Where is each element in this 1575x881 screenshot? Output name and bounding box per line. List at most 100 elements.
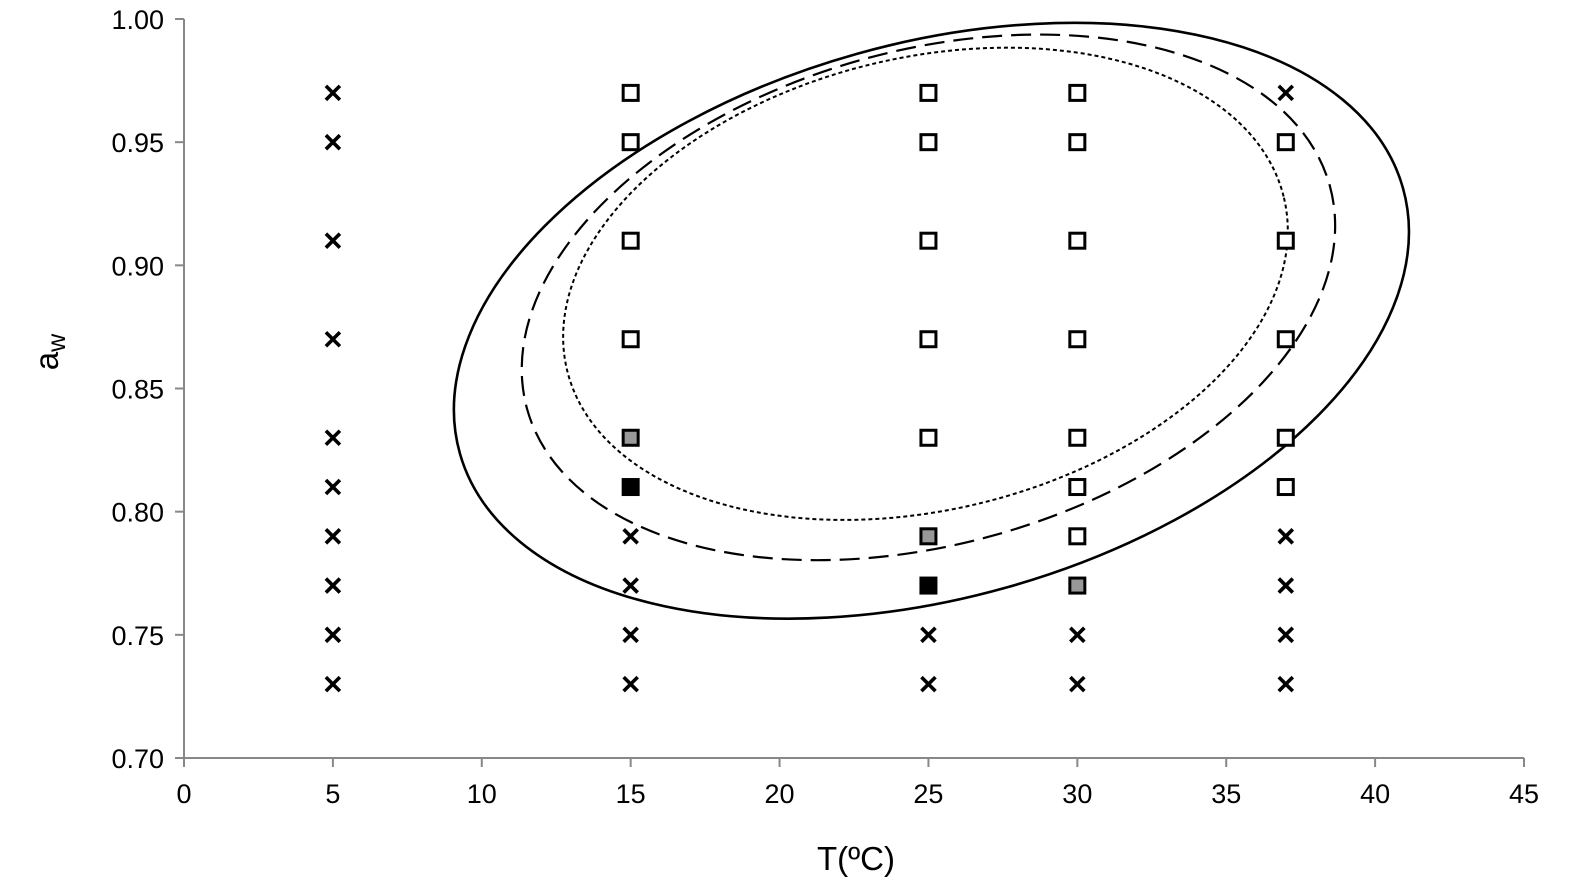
cross-marker <box>324 84 342 102</box>
y-tick-label: 1.00 <box>111 5 164 35</box>
cross-stroke <box>1277 675 1295 693</box>
cross-stroke <box>1069 626 1086 644</box>
cross-marker <box>1069 626 1086 644</box>
filled-square-marker <box>919 576 938 595</box>
open-square-marker <box>1068 231 1087 250</box>
cross-stroke <box>920 626 937 644</box>
y-tick-label: 0.75 <box>111 621 164 651</box>
open-square-marker <box>919 428 938 447</box>
cross-marker <box>622 577 639 594</box>
cross-marker <box>1277 84 1295 102</box>
open-square-marker <box>919 231 938 250</box>
x-tick-label: 35 <box>1211 779 1241 809</box>
boundary-curves <box>452 21 1411 620</box>
cross-stroke <box>1277 577 1295 594</box>
open-square-marker <box>1068 428 1087 447</box>
y-axis-title-subscript: w <box>43 333 71 353</box>
x-tick-label: 0 <box>176 779 191 809</box>
cross-marker <box>324 528 342 545</box>
open-square-marker <box>919 330 938 349</box>
cross-stroke <box>324 330 342 348</box>
open-square-marker <box>1068 478 1087 497</box>
cross-marker <box>324 577 342 594</box>
open-square-marker <box>919 133 938 152</box>
open-square-marker <box>1276 133 1295 152</box>
open-square-marker <box>1276 231 1295 250</box>
grey-square-marker <box>1068 576 1087 595</box>
x-tick-label: 25 <box>913 779 943 809</box>
cross-stroke <box>622 675 639 693</box>
cross-stroke <box>622 577 639 594</box>
x-tick-label: 15 <box>616 779 646 809</box>
cross-stroke <box>324 429 342 447</box>
cross-marker <box>324 626 342 644</box>
cross-stroke <box>1277 84 1295 102</box>
boundary-curve-solid <box>452 21 1411 620</box>
cross-stroke <box>324 232 342 249</box>
cross-marker <box>1277 675 1295 693</box>
cross-stroke <box>324 626 342 644</box>
open-square-marker <box>621 83 640 102</box>
cross-stroke <box>1277 626 1295 644</box>
cross-marker <box>1069 675 1086 693</box>
cross-marker <box>622 528 639 545</box>
cross-marker <box>622 675 639 693</box>
cross-marker <box>622 626 639 644</box>
cross-stroke <box>324 84 342 102</box>
x-tick-label: 5 <box>325 779 340 809</box>
x-axis-title: T(ºC) <box>817 840 895 877</box>
open-square-marker <box>621 231 640 250</box>
y-tick-label: 0.90 <box>111 251 164 281</box>
data-points <box>324 83 1295 693</box>
cross-marker <box>324 429 342 447</box>
cross-stroke <box>324 577 342 594</box>
boundary-curve-dashed <box>520 33 1337 562</box>
y-tick-label: 0.70 <box>111 744 164 774</box>
y-tick-label: 0.80 <box>111 498 164 528</box>
cross-marker <box>1277 577 1295 594</box>
tick-labels: 0 5 10 15 20 25 30 35 40 45 0.70 0.75 0.80 0.85 0.90 0.… <box>111 5 1539 809</box>
cross-stroke <box>1069 675 1086 693</box>
y-tick-label: 0.85 <box>111 375 164 405</box>
x-tick-label: 10 <box>467 779 497 809</box>
cross-marker <box>324 675 342 693</box>
cross-marker <box>324 330 342 348</box>
x-tick-label: 20 <box>765 779 795 809</box>
open-square-marker <box>621 330 640 349</box>
grey-square-marker <box>621 428 640 447</box>
cross-marker <box>1277 626 1295 644</box>
cross-stroke <box>324 528 342 545</box>
open-square-marker <box>1276 330 1295 349</box>
cross-stroke <box>1277 528 1295 545</box>
cross-marker <box>920 626 937 644</box>
cross-marker <box>324 133 342 151</box>
cross-stroke <box>622 528 639 545</box>
axes <box>175 18 1525 767</box>
cross-marker <box>1277 528 1295 545</box>
open-square-marker <box>621 133 640 152</box>
open-square-marker <box>919 83 938 102</box>
open-square-marker <box>1068 133 1087 152</box>
cross-stroke <box>324 133 342 151</box>
open-square-marker <box>1068 527 1087 546</box>
cross-marker <box>324 478 342 496</box>
grey-square-marker <box>919 527 938 546</box>
cross-stroke <box>622 626 639 644</box>
y-axis-title-main: a <box>28 351 65 370</box>
filled-square-marker <box>621 478 640 497</box>
open-square-marker <box>1068 330 1087 349</box>
cross-stroke <box>324 675 342 693</box>
x-tick-label: 45 <box>1509 779 1539 809</box>
y-axis-title: aw <box>28 333 71 370</box>
cross-stroke <box>324 478 342 496</box>
cross-marker <box>920 675 937 693</box>
y-tick-label: 0.95 <box>111 128 164 158</box>
open-square-marker <box>1068 83 1087 102</box>
cross-stroke <box>920 675 937 693</box>
cross-marker <box>324 232 342 249</box>
x-tick-label: 30 <box>1062 779 1092 809</box>
x-tick-label: 40 <box>1360 779 1390 809</box>
open-square-marker <box>1276 478 1295 497</box>
